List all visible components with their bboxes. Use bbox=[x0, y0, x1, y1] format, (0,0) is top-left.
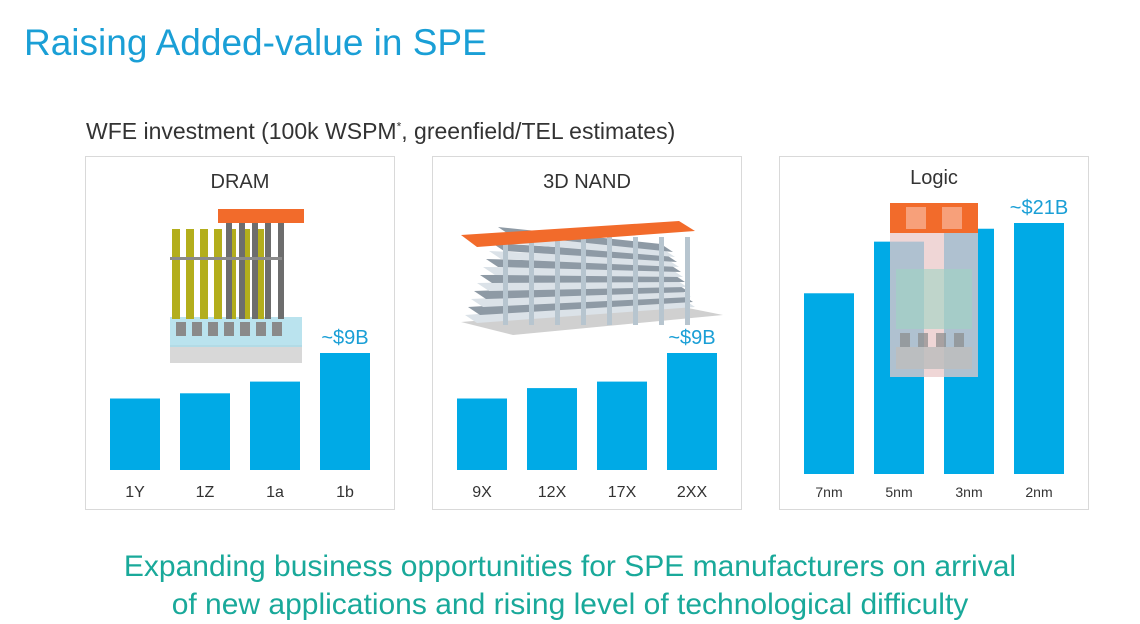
nand-stack-illustration bbox=[461, 221, 723, 335]
chart-title: Logic bbox=[910, 167, 958, 189]
nand-chart-panel: 3D NAND 9X 12X 17X 2XX ~$9B bbox=[432, 156, 742, 510]
dram-chart: DRAM 1Y 1Z 1a 1b ~$9B bbox=[110, 171, 370, 501]
category-label: 1Z bbox=[196, 484, 215, 501]
page-title: Raising Added-value in SPE bbox=[24, 22, 487, 63]
logic-chart-panel: Logic 7nm 5nm 3nm 2nm ~$21B bbox=[779, 156, 1089, 510]
bar-9x bbox=[457, 398, 507, 470]
footnote-marker: * bbox=[396, 119, 402, 134]
value-annotation: ~$9B bbox=[321, 327, 368, 349]
bar-1y bbox=[110, 398, 160, 470]
category-label: 17X bbox=[608, 484, 637, 501]
category-label: 1a bbox=[266, 484, 284, 501]
bar-17x bbox=[597, 381, 647, 470]
footer-line-1: Expanding business opportunities for SPE… bbox=[123, 550, 1017, 583]
value-annotation: ~$9B bbox=[668, 327, 715, 349]
bar-2xx bbox=[667, 353, 717, 470]
category-label: 2nm bbox=[1025, 484, 1052, 500]
category-label: 7nm bbox=[815, 484, 842, 500]
chart-title: DRAM bbox=[211, 171, 270, 193]
chart-subtitle: WFE investment (100k WSPM*, greenfield/T… bbox=[86, 118, 675, 145]
subtitle-text: WFE investment (100k WSPM bbox=[86, 118, 397, 144]
logic-transistor-illustration bbox=[890, 203, 978, 377]
bar-1a bbox=[250, 381, 300, 470]
category-label: 2XX bbox=[677, 484, 708, 501]
category-label: 12X bbox=[538, 484, 567, 501]
bar-7nm bbox=[804, 293, 854, 474]
dram-structure-illustration bbox=[170, 209, 304, 363]
bar-1b bbox=[320, 353, 370, 470]
bar-12x bbox=[527, 388, 577, 470]
chart-title: 3D NAND bbox=[543, 171, 631, 193]
nand-chart: 3D NAND 9X 12X 17X 2XX ~$9B bbox=[457, 171, 723, 501]
category-label: 9X bbox=[472, 484, 492, 501]
category-label: 1Y bbox=[125, 484, 145, 501]
footer-line-2: of new applications and rising level of … bbox=[171, 588, 969, 621]
logic-chart: Logic 7nm 5nm 3nm 2nm ~$21B bbox=[804, 167, 1068, 500]
category-label: 5nm bbox=[885, 484, 912, 500]
value-annotation: ~$21B bbox=[1010, 197, 1068, 219]
category-label: 1b bbox=[336, 484, 354, 501]
subtitle-suffix: , greenfield/TEL estimates) bbox=[401, 118, 676, 144]
category-label: 3nm bbox=[955, 484, 982, 500]
bar-2nm bbox=[1014, 223, 1064, 474]
bar-1z bbox=[180, 393, 230, 470]
dram-chart-panel: DRAM 1Y 1Z 1a 1b ~$9B bbox=[85, 156, 395, 510]
